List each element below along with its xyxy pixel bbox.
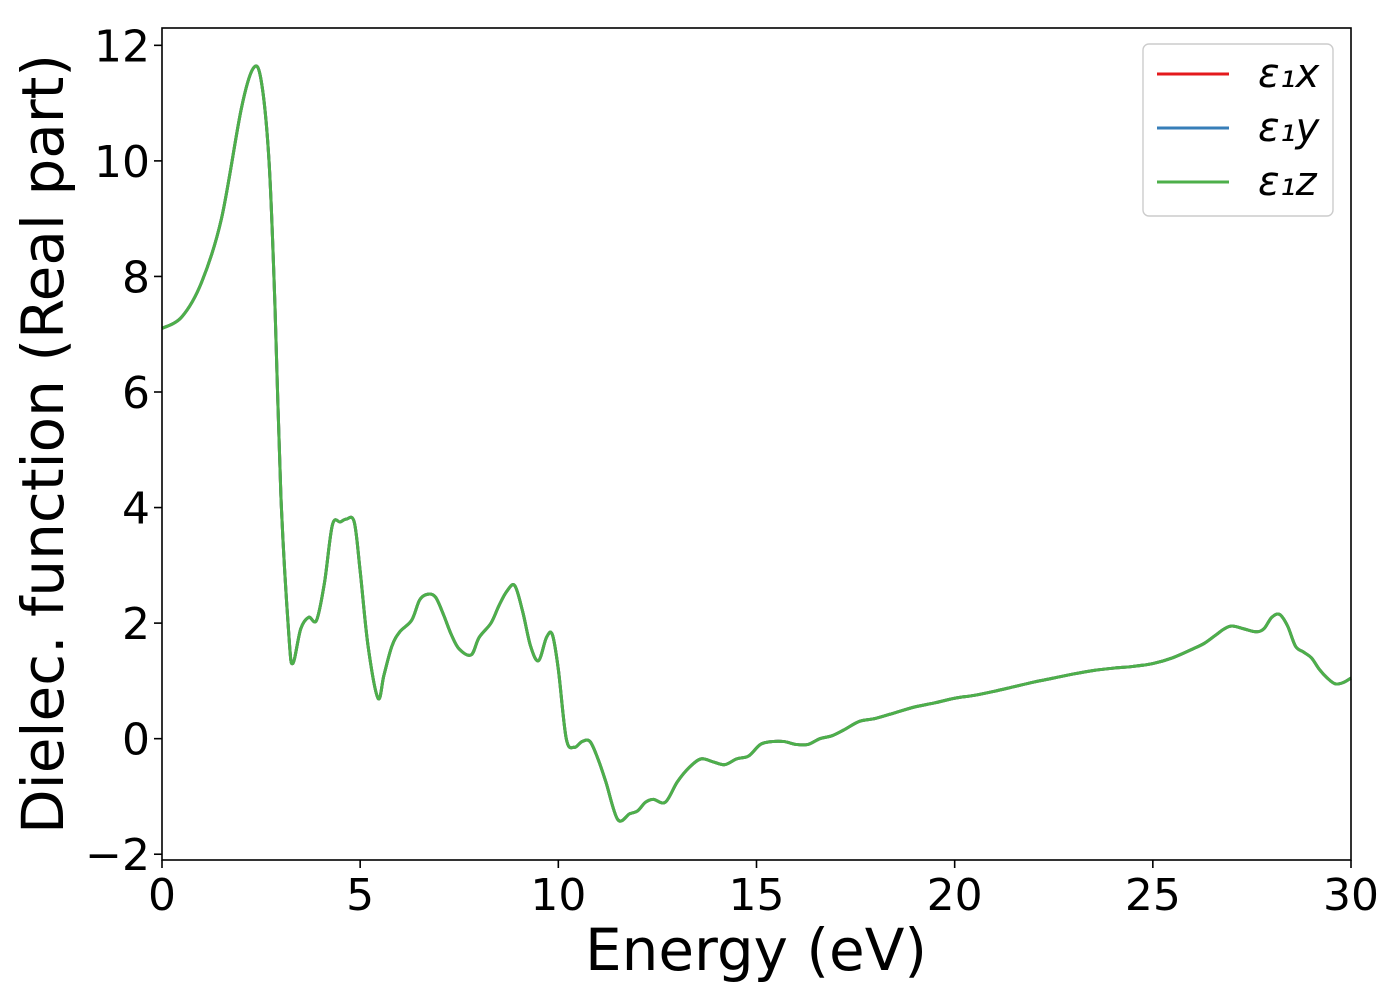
y-tick-label: 6 [122,368,150,419]
x-tick-label: 15 [729,870,785,921]
x-tick-label: 10 [530,870,586,921]
x-axis: 0 5 10 15 20 25 30 [148,860,1379,921]
x-tick-label: 20 [927,870,983,921]
x-tick-label: 5 [346,870,374,921]
legend-label-2: ε₁y [1258,105,1321,151]
series-line-3 [161,64,1352,823]
x-axis-title: Energy (eV) [585,916,927,984]
y-tick-label: 0 [122,715,150,766]
legend-label-1: ε₁x [1258,51,1320,97]
y-tick-label: 2 [122,599,150,650]
y-tick-label: 12 [94,21,150,72]
series-layer [161,64,1352,823]
x-tick-label: 25 [1125,870,1181,921]
y-tick-label: 10 [94,137,150,188]
legend: ε₁x ε₁y ε₁z [1142,43,1334,217]
legend-box [1142,43,1334,217]
x-tick-label: 0 [148,870,176,921]
y-tick-label: 4 [122,484,150,535]
y-tick-label: 8 [122,252,150,303]
y-axis-title: Dielec. function (Real part) [9,54,77,834]
y-tick-label: −2 [85,830,150,881]
legend-label-3: ε₁z [1258,159,1318,205]
y-axis: −2 0 2 4 6 8 10 12 [85,21,162,881]
x-tick-label: 30 [1323,870,1379,921]
